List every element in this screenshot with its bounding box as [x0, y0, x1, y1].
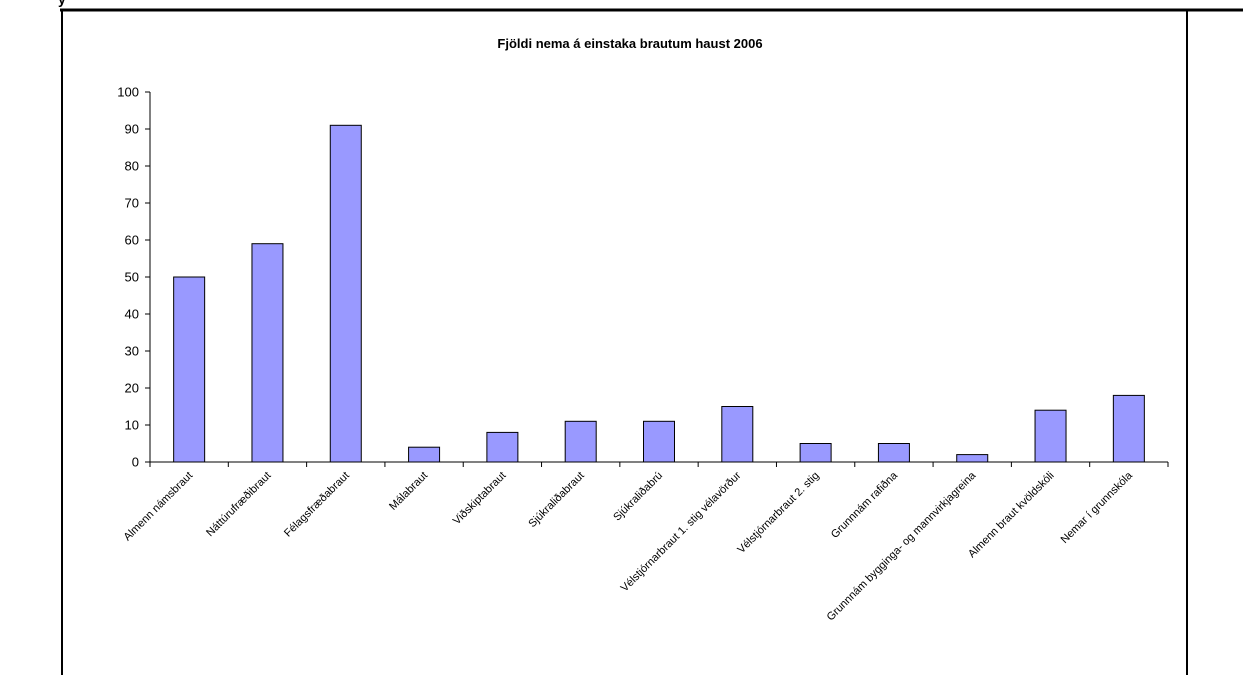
x-tick-label: Grunnnám bygginga- og mannvirkjagreina [825, 469, 979, 623]
bar [1034, 409, 1067, 463]
y-tick-label: 30 [125, 344, 139, 359]
x-tick-label: Nemar í grunnskóla [1059, 469, 1136, 546]
bar [1112, 394, 1145, 463]
bar [408, 446, 441, 463]
x-tick-label: Almenn braut kvöldskóli [966, 470, 1057, 561]
y-tick-label: 40 [125, 307, 139, 322]
x-tick-label: Sjúkraliðabrú [611, 470, 665, 524]
bar [173, 276, 206, 463]
x-tick-labels: Almenn námsbraut Náttúrufræðibraut Félagsf… [122, 469, 1136, 623]
y-tick-label: 70 [125, 196, 139, 211]
x-tick-label: Almenn námsbraut [122, 470, 196, 544]
bar [721, 406, 754, 463]
x-tick-label: Náttúrufræðibraut [204, 470, 273, 539]
y-tick-label: 50 [125, 270, 139, 285]
bar [956, 454, 989, 463]
top-fragment-text: y [58, 0, 66, 7]
bar [251, 243, 284, 463]
y-tick-label: 10 [125, 418, 139, 433]
y-axis: 0 10 20 30 40 50 60 70 80 90 100 [117, 85, 151, 470]
x-tick-label: Grunnnám rafiðna [829, 469, 901, 541]
bar [564, 420, 597, 463]
y-tick-label: 60 [125, 233, 139, 248]
x-tick-label: Viðskiptabraut [451, 470, 509, 528]
bar [486, 431, 519, 463]
y-tick-label: 20 [125, 381, 139, 396]
x-tick-label: Sjúkraliðabraut [526, 470, 586, 530]
y-tick-label: 100 [117, 85, 139, 100]
bar [329, 124, 362, 463]
bar [799, 443, 832, 463]
y-tick-label: 90 [125, 122, 139, 137]
x-tick-label: Vélstjórnarbraut 2. stig [735, 470, 821, 556]
bar [877, 443, 910, 463]
y-tick-label: 0 [132, 455, 139, 470]
x-axis [149, 461, 1169, 467]
bars [173, 124, 1145, 463]
bar [643, 420, 675, 463]
x-tick-label: Málabraut [387, 470, 430, 513]
y-tick-label: 80 [125, 159, 139, 174]
x-tick-label: Félagsfræðabraut [282, 470, 352, 540]
chart-title: Fjöldi nema á einstaka brautum haust 200… [497, 36, 762, 51]
